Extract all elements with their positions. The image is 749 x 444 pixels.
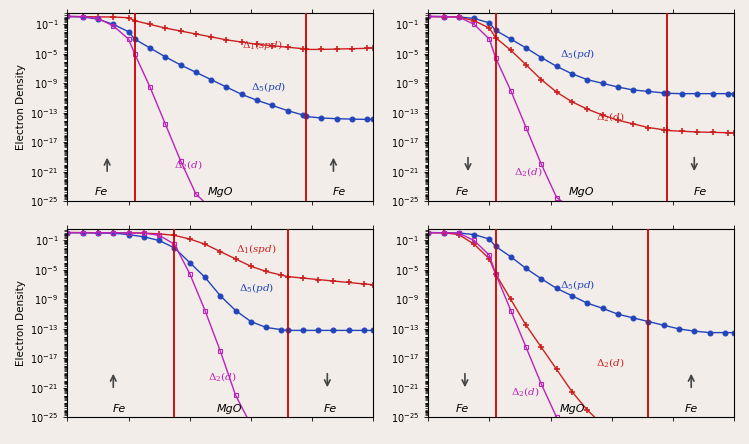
Text: Fe: Fe <box>455 404 468 414</box>
Text: $\Delta_2(d)$: $\Delta_2(d)$ <box>514 165 542 178</box>
Text: $\Delta_2(d)$: $\Delta_2(d)$ <box>511 385 539 398</box>
Text: $\Delta_5(pd)$: $\Delta_5(pd)$ <box>560 278 595 292</box>
Text: Fe: Fe <box>113 404 126 414</box>
Text: MgO: MgO <box>216 404 242 414</box>
Y-axis label: Electron Density: Electron Density <box>16 64 26 150</box>
Text: $\Delta_5(pd)$: $\Delta_5(pd)$ <box>560 47 595 61</box>
Text: Fe: Fe <box>685 404 698 414</box>
Text: Fe: Fe <box>333 187 346 198</box>
Text: Fe: Fe <box>324 404 337 414</box>
Text: Fe: Fe <box>694 187 707 198</box>
Text: MgO: MgO <box>207 187 233 198</box>
Text: MgO: MgO <box>560 404 585 414</box>
Text: $\Delta_5(pd)$: $\Delta_5(pd)$ <box>251 80 286 94</box>
Text: $\Delta_2(d)$: $\Delta_2(d)$ <box>596 110 625 123</box>
Text: Fe: Fe <box>94 187 108 198</box>
Text: $\Delta_2(d)$: $\Delta_2(d)$ <box>596 356 625 369</box>
Text: $\Delta_2(d)$: $\Delta_2(d)$ <box>175 158 203 171</box>
Text: $\Delta_1(spd)$: $\Delta_1(spd)$ <box>236 242 276 256</box>
Text: $\Delta_1(spd)$: $\Delta_1(spd)$ <box>242 38 282 52</box>
Text: $\Delta_5(pd)$: $\Delta_5(pd)$ <box>239 281 274 295</box>
Text: Fe: Fe <box>455 187 468 198</box>
Y-axis label: Electron Density: Electron Density <box>16 281 26 366</box>
Text: $\Delta_2(d)$: $\Delta_2(d)$ <box>208 370 237 383</box>
Text: MgO: MgO <box>568 187 594 198</box>
